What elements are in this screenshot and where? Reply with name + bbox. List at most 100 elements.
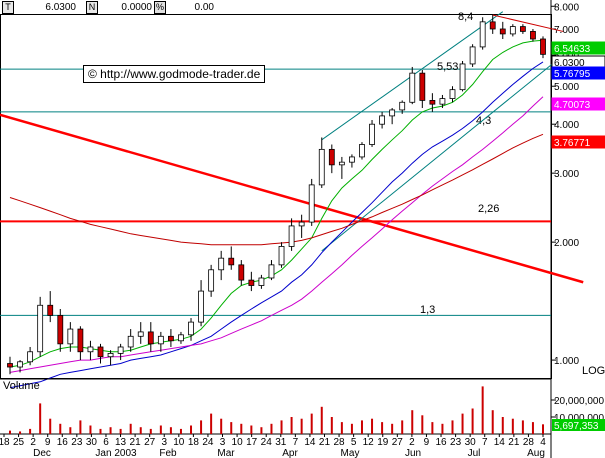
x-tick-label: 14 bbox=[304, 437, 316, 448]
x-tick-label: 24 bbox=[202, 437, 214, 448]
candle-body bbox=[117, 346, 124, 354]
month-label: Aug bbox=[527, 448, 545, 458]
x-tick-label: 23 bbox=[71, 437, 83, 448]
x-tick-label: 3 bbox=[220, 437, 226, 448]
watermark-url[interactable]: © http://www.godmode-trader.de bbox=[83, 65, 266, 83]
x-tick-label: 16 bbox=[435, 437, 447, 448]
y-tick-label: 7.000 bbox=[554, 25, 579, 36]
x-tick-label: 2 bbox=[409, 437, 415, 448]
percent-indicator[interactable]: % bbox=[154, 0, 166, 14]
log-scale-label[interactable]: LOG bbox=[582, 365, 605, 377]
candle-body bbox=[47, 304, 54, 316]
x-tick-label: 7 bbox=[482, 437, 488, 448]
y-tick-label: 1.000 bbox=[554, 356, 579, 367]
candle-body bbox=[238, 264, 245, 281]
candle-body bbox=[127, 335, 134, 348]
candle-body bbox=[349, 156, 355, 163]
x-tick-label: 19 bbox=[377, 437, 389, 448]
x-tick-label: 3 bbox=[161, 437, 167, 448]
trendline bbox=[492, 14, 564, 32]
candle-body bbox=[540, 38, 546, 55]
volume-tick-label: 10,000,000 bbox=[554, 413, 604, 424]
change-value: 0.0000 bbox=[121, 1, 152, 13]
candle-body bbox=[198, 290, 204, 323]
month-label: Feb bbox=[159, 448, 177, 458]
y-tick-label: 5.000 bbox=[554, 82, 579, 93]
candle-body bbox=[519, 26, 526, 32]
candle-body bbox=[157, 335, 164, 345]
x-tick-label: 12 bbox=[363, 437, 375, 448]
x-tick-label: 18 bbox=[188, 437, 200, 448]
candle-body bbox=[278, 246, 285, 266]
candle-body bbox=[7, 363, 13, 368]
candle-body bbox=[268, 264, 275, 279]
candle-body bbox=[87, 346, 94, 353]
price-tag-value: 6.54633 bbox=[554, 44, 591, 55]
n-indicator[interactable]: N bbox=[86, 0, 98, 14]
x-tick-label: 2 bbox=[30, 437, 36, 448]
month-label: Mar bbox=[217, 448, 235, 458]
x-tick-label: 5 bbox=[351, 437, 357, 448]
x-tick-label: 21 bbox=[130, 437, 142, 448]
price-tag bbox=[551, 135, 605, 149]
x-tick-label: 10 bbox=[232, 437, 244, 448]
candle-body bbox=[318, 148, 325, 186]
volume-label: Volume bbox=[3, 380, 40, 392]
quote-header: T 6.0300 N 0.0000 % 0.00 bbox=[0, 0, 214, 14]
t-indicator[interactable]: T bbox=[2, 0, 14, 14]
month-label: Apr bbox=[282, 448, 298, 458]
x-tick-label: 17 bbox=[246, 437, 258, 448]
candle-body bbox=[248, 279, 255, 286]
candle-body bbox=[530, 31, 536, 40]
volume-tick-label: 20,000,000 bbox=[554, 396, 604, 407]
x-tick-label: 7 bbox=[293, 437, 299, 448]
x-tick-label: 21 bbox=[319, 437, 331, 448]
x-tick-label: 30 bbox=[86, 437, 98, 448]
x-tick-label: 9 bbox=[45, 437, 51, 448]
x-tick-label: 4 bbox=[540, 437, 546, 448]
candle-body bbox=[399, 101, 406, 111]
candle-body bbox=[67, 328, 74, 345]
volume-last-value: 5,697,353 bbox=[554, 421, 599, 432]
candle-body bbox=[429, 100, 436, 105]
candle-body bbox=[509, 26, 516, 35]
level-label: 8,4 bbox=[458, 11, 473, 23]
candle-body bbox=[409, 72, 416, 103]
candle-body bbox=[137, 331, 144, 337]
month-label: Dec bbox=[33, 448, 51, 458]
candle-body bbox=[168, 335, 174, 342]
price-tag-value: 6.0300 bbox=[554, 58, 585, 69]
candle-body bbox=[379, 115, 385, 125]
x-tick-label: 14 bbox=[494, 437, 506, 448]
x-tick-label: 28 bbox=[523, 437, 535, 448]
price-tag bbox=[551, 97, 605, 111]
level-label: 1,3 bbox=[420, 304, 435, 316]
y-tick-label: 8.000 bbox=[554, 2, 579, 13]
x-tick-label: 24 bbox=[261, 437, 273, 448]
candle-body bbox=[107, 353, 114, 358]
moving-average-line bbox=[9, 61, 544, 389]
x-tick-label: 10 bbox=[173, 437, 185, 448]
candle-body bbox=[449, 89, 456, 99]
x-tick-label: 30 bbox=[465, 437, 477, 448]
month-label: May bbox=[341, 448, 360, 458]
last-price-value: 6.0300 bbox=[45, 1, 76, 13]
y-tick-label: 2.000 bbox=[554, 238, 579, 249]
price-tag bbox=[551, 41, 605, 55]
candle-body bbox=[308, 184, 315, 223]
candle-body bbox=[57, 315, 64, 345]
candle-body bbox=[479, 21, 486, 48]
price-tag-value: 3.76771 bbox=[554, 138, 591, 149]
candle-body bbox=[369, 123, 375, 145]
candle-body bbox=[97, 346, 104, 358]
x-tick-label: 6 bbox=[103, 437, 109, 448]
x-tick-label: 31 bbox=[275, 437, 287, 448]
x-tick-label: 27 bbox=[392, 437, 404, 448]
trendline bbox=[321, 54, 564, 252]
candle-body bbox=[459, 63, 466, 91]
trendline bbox=[0, 113, 584, 284]
candle-body bbox=[17, 361, 23, 368]
x-tick-label: 21 bbox=[508, 437, 520, 448]
price-tag-value: 5.76795 bbox=[554, 69, 591, 80]
